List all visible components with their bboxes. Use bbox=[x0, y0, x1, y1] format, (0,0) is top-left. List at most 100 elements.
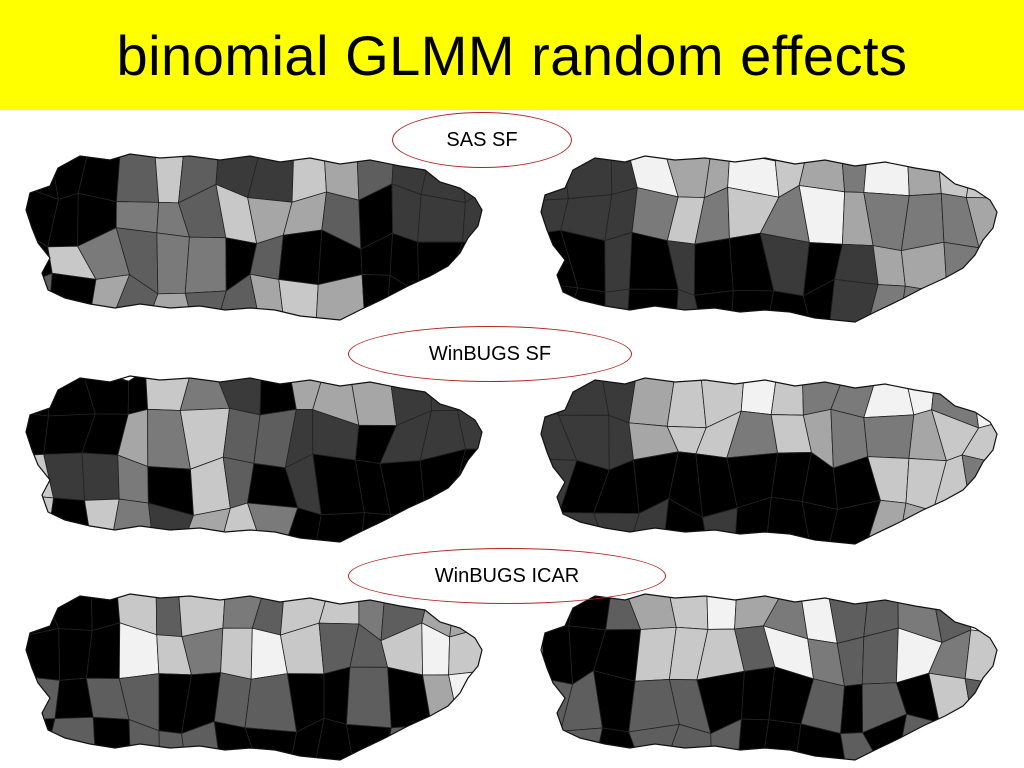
municipality-region bbox=[286, 507, 322, 542]
municipality-region bbox=[965, 718, 997, 760]
municipality-region bbox=[26, 154, 59, 200]
island-outline bbox=[540, 593, 998, 761]
municipality-region bbox=[737, 718, 770, 760]
municipality-region bbox=[110, 498, 154, 542]
municipality-region bbox=[961, 418, 997, 465]
municipality-region bbox=[361, 274, 391, 320]
municipality-region bbox=[323, 666, 351, 725]
municipality-region bbox=[424, 501, 453, 542]
municipality-region bbox=[84, 498, 120, 542]
municipality-region bbox=[899, 285, 948, 322]
municipality-region bbox=[462, 184, 482, 247]
municipality-region bbox=[346, 666, 392, 729]
map-winbugs-icar-left bbox=[20, 588, 490, 768]
municipality-region bbox=[251, 594, 286, 636]
municipality-region bbox=[900, 241, 948, 294]
municipality-region bbox=[391, 183, 422, 243]
map-sas-sf-right bbox=[535, 150, 1005, 330]
municipality-region bbox=[934, 285, 975, 322]
municipality-region bbox=[26, 494, 55, 542]
municipality-region bbox=[184, 236, 227, 294]
island-outline bbox=[25, 593, 483, 761]
municipality-region bbox=[419, 448, 467, 512]
municipality-region bbox=[861, 627, 899, 685]
municipality-region bbox=[278, 229, 323, 286]
map-winbugs-sf-left bbox=[20, 370, 490, 550]
municipality-region bbox=[770, 378, 804, 416]
municipality-region bbox=[798, 156, 846, 193]
municipality-region bbox=[360, 512, 392, 542]
municipality-region bbox=[964, 629, 997, 685]
municipality-region bbox=[840, 683, 864, 734]
municipality-region bbox=[415, 712, 464, 760]
municipality-region bbox=[47, 376, 96, 417]
municipality-region bbox=[840, 156, 868, 193]
municipality-region bbox=[446, 273, 482, 320]
map-winbugs-icar-right bbox=[535, 588, 1005, 768]
label-winbugs-sf: WinBUGS SF bbox=[348, 326, 632, 382]
municipality-region bbox=[863, 378, 915, 419]
municipality-region bbox=[906, 156, 942, 197]
municipality-region bbox=[965, 156, 997, 199]
municipality-region bbox=[604, 231, 633, 293]
municipality-region bbox=[81, 452, 120, 501]
municipality-region bbox=[318, 594, 360, 625]
municipality-region bbox=[155, 594, 183, 638]
municipality-region bbox=[541, 281, 579, 322]
municipality-region bbox=[801, 501, 839, 544]
island-outline bbox=[540, 155, 998, 323]
map-sas-sf-left bbox=[20, 148, 490, 328]
municipality-region bbox=[259, 376, 297, 416]
municipality-region bbox=[315, 273, 367, 320]
municipality-region bbox=[762, 719, 802, 760]
municipality-region bbox=[872, 245, 906, 287]
label-winbugs-icar: WinBUGS ICAR bbox=[348, 548, 666, 604]
municipality-region bbox=[834, 243, 879, 286]
municipality-region bbox=[943, 241, 980, 294]
municipality-region bbox=[827, 499, 882, 544]
municipality-region bbox=[932, 500, 971, 544]
municipality-region bbox=[863, 414, 915, 459]
municipality-region bbox=[541, 625, 574, 685]
municipality-region bbox=[417, 241, 464, 294]
page-title: binomial GLMM random effects bbox=[116, 23, 908, 87]
title-bar: binomial GLMM random effects bbox=[0, 0, 1024, 110]
municipality-region bbox=[220, 627, 253, 680]
municipality-region bbox=[92, 716, 131, 760]
municipality-region bbox=[456, 406, 482, 450]
municipality-region bbox=[802, 278, 836, 322]
municipality-region bbox=[47, 272, 97, 320]
municipality-region bbox=[222, 407, 261, 464]
island-outline bbox=[540, 377, 998, 545]
municipality-region bbox=[26, 676, 61, 721]
municipality-region bbox=[541, 511, 561, 544]
municipality-region bbox=[156, 232, 190, 295]
municipality-region bbox=[693, 237, 734, 296]
municipality-region bbox=[710, 718, 742, 760]
municipality-region bbox=[593, 512, 640, 544]
municipality-region bbox=[26, 628, 61, 681]
municipality-region bbox=[446, 501, 482, 542]
municipality-region bbox=[26, 272, 53, 320]
municipality-region bbox=[313, 512, 365, 542]
municipality-region bbox=[968, 500, 997, 544]
map-winbugs-sf-right bbox=[535, 372, 1005, 552]
municipality-region bbox=[26, 718, 56, 760]
municipality-region bbox=[972, 378, 997, 429]
label-sas-sf: SAS SF bbox=[392, 112, 572, 168]
municipality-region bbox=[706, 594, 738, 630]
municipality-region bbox=[558, 727, 603, 760]
municipality-region bbox=[418, 286, 452, 320]
island-outline bbox=[25, 153, 483, 321]
municipality-region bbox=[323, 154, 360, 201]
municipality-region bbox=[541, 711, 561, 760]
municipality-region bbox=[26, 376, 49, 417]
municipality-region bbox=[829, 278, 879, 322]
municipality-region bbox=[278, 278, 319, 320]
municipality-region bbox=[158, 730, 186, 760]
municipality-region bbox=[938, 722, 975, 760]
municipality-region bbox=[964, 678, 997, 734]
municipality-region bbox=[456, 713, 482, 760]
municipality-region bbox=[417, 193, 466, 243]
municipality-region bbox=[863, 156, 910, 197]
